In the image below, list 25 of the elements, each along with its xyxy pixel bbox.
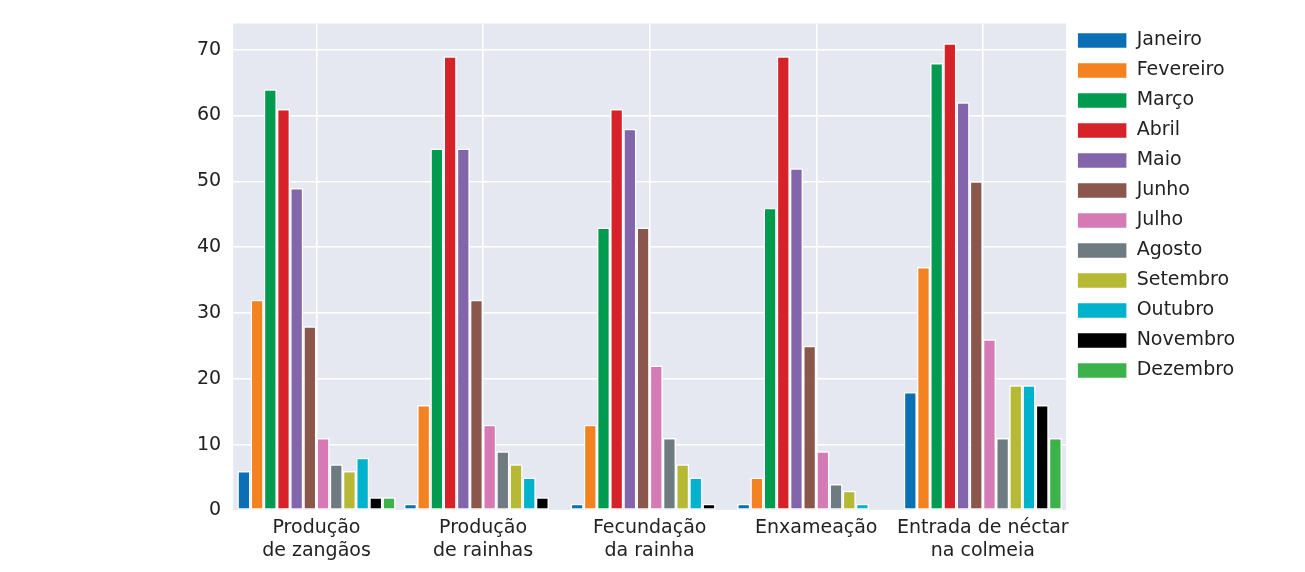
x-tick-label: Produção de rainhas [432,514,534,560]
y-tick-label: 20 [196,365,222,388]
y-tick-label: 60 [196,102,222,125]
legend-label: Junho [1135,177,1190,200]
legend-label: Janeiro [1135,27,1202,50]
y-tick-label: 30 [196,299,222,322]
legend-label: Fevereiro [1136,57,1225,80]
y-tick-label: 50 [196,168,222,191]
x-tick-label: Produção de zangãos [262,514,371,560]
legend-label: Julho [1135,207,1184,230]
x-tick-label: Entrada de néctar na colmeia [897,514,1069,560]
legend-label: Novembro [1136,327,1235,350]
y-tick-label: 40 [196,234,222,257]
legend-label: Agosto [1136,237,1203,260]
legend-label: Setembro [1136,267,1230,290]
x-tick-label: Enxameação [755,514,878,537]
legend-label: Dezembro [1136,357,1235,380]
legend-label: Março [1136,87,1195,110]
x-tick-label: Fecundação da rainha [592,514,707,560]
y-tick-label: 70 [196,36,222,59]
legend-label: Maio [1136,147,1182,170]
legend-label: Outubro [1136,297,1215,320]
legend-label: Abril [1136,117,1181,140]
y-tick-label: 0 [209,497,222,520]
y-tick-label: 10 [196,431,222,454]
